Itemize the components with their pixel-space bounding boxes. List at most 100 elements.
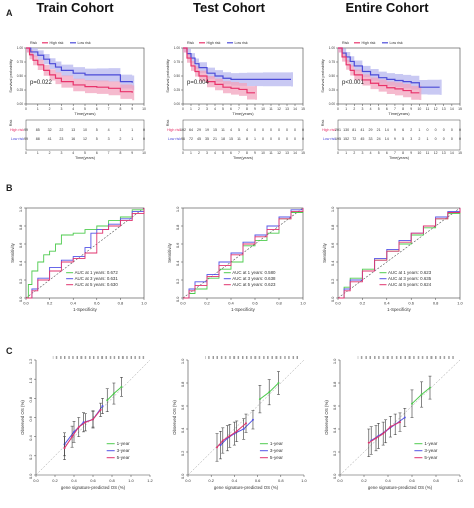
- km-risk-cell: 88: [36, 137, 40, 141]
- km-xtick-label: 15: [458, 107, 462, 111]
- roc-ytick-label: 0.0: [175, 296, 180, 302]
- cal-xtick-label: 1.0: [457, 478, 463, 483]
- km-risk-cell: 2: [418, 137, 420, 141]
- km-risk-cell: 2: [410, 128, 412, 132]
- roc-plot-frame: [337, 207, 461, 299]
- cal-ytick-label: 0.2: [28, 454, 33, 460]
- cal-legend-label-3: 5-year: [424, 455, 437, 460]
- km-ytick-label: 0.75: [174, 60, 180, 64]
- roc-xaxis-label: 1-Specificity: [73, 307, 97, 312]
- km-ytick-label: 0.75: [329, 60, 335, 64]
- cal-xaxis-label: gene signature-predicted OS (%): [368, 485, 433, 490]
- cal-point: [382, 432, 385, 435]
- km-risk-xtick-label: 7: [394, 151, 396, 155]
- km-pvalue: p=0.004: [187, 80, 210, 86]
- km-risk-table-title: Risk: [166, 119, 170, 126]
- roc-curve-3: [183, 208, 304, 299]
- cal-xtick-label: 0.6: [409, 478, 415, 483]
- km-xtick-label: 6: [230, 107, 232, 111]
- km-xtick-label: 5: [222, 107, 224, 111]
- km-risk-cell: 0: [286, 128, 288, 132]
- km-risk-cell: 1: [119, 128, 121, 132]
- km-risk-cell: 0: [451, 128, 453, 132]
- km-risk-cell: 0: [435, 128, 437, 132]
- roc-xtick-label: 0.0: [23, 301, 29, 306]
- km-risk-xaxis-label: Time(years): [389, 156, 410, 160]
- roc-yaxis-label: Sensitivity: [10, 242, 15, 263]
- km-legend-title: Risk: [30, 41, 37, 45]
- km-risk-table-frame: [25, 119, 145, 151]
- km-risk-row-label: Low risk: [168, 137, 181, 141]
- km-risk-cell: 41: [48, 137, 52, 141]
- km-xtick-label: 7: [238, 107, 240, 111]
- roc-legend-label-2: AUC at 3 years: 0.631: [75, 276, 119, 281]
- cal-ytick-label: 0.0: [180, 473, 185, 479]
- roc-ytick-label: 0.8: [330, 224, 335, 230]
- km-risk-xtick-label: 12: [277, 151, 281, 155]
- cal-xaxis-label: gene signature-predicted OS (%): [61, 485, 126, 490]
- cal-xtick-label: 0.0: [337, 478, 343, 483]
- km-risk-xtick-label: 2: [49, 151, 51, 155]
- km-ytick-label: 0.25: [329, 88, 335, 92]
- km-ytick-label: 0.00: [174, 102, 180, 106]
- km-risk-xtick-label: 10: [417, 151, 421, 155]
- cal-legend-label-1: 1-year: [117, 441, 130, 446]
- km-legend-label-high: High risk: [50, 41, 64, 45]
- roc-xtick-label: 0.2: [204, 301, 210, 306]
- km-risk-cell: 0: [286, 137, 288, 141]
- km-xtick-label: 2: [49, 107, 51, 111]
- cal-xtick-label: 0.0: [33, 478, 39, 483]
- km-risk-cell: 6: [402, 128, 404, 132]
- cal-ytick-label: 0.4: [180, 427, 185, 433]
- km-risk-cell: 152: [343, 137, 349, 141]
- km-risk-cell: 14: [385, 137, 389, 141]
- roc-ytick-label: 0.4: [18, 260, 23, 266]
- roc-legend-label-3: AUC at 5 years: 0.624: [388, 282, 432, 287]
- roc-plot-frame: [25, 207, 145, 299]
- roc-legend-label-2: AUC at 3 years: 0.635: [388, 276, 432, 281]
- km-risk-xtick-label: 10: [142, 151, 146, 155]
- cal-curve-3: [64, 409, 101, 449]
- cal-xtick-label: 0.2: [52, 478, 58, 483]
- km-risk-cell: 2: [119, 137, 121, 141]
- km-risk-row-label: Low risk: [323, 137, 336, 141]
- km-risk-xtick-label: 5: [84, 151, 86, 155]
- roc-xtick-label: 0.8: [276, 301, 282, 306]
- km-risk-xtick-label: 5: [222, 151, 224, 155]
- km-ytick-label: 0.75: [17, 60, 23, 64]
- km-risk-cell: 24: [377, 137, 381, 141]
- km-risk-xtick-label: 15: [301, 151, 305, 155]
- roc-curve-2: [26, 208, 145, 299]
- km-risk-cell: 14: [385, 128, 389, 132]
- km-ytick-label: 0.50: [17, 74, 23, 78]
- km-risk-xtick-label: 15: [458, 151, 462, 155]
- cal-point: [77, 426, 80, 429]
- km-risk-xtick-label: 1: [37, 151, 39, 155]
- km-risk-xtick-label: 4: [370, 151, 372, 155]
- km-xtick-label: 11: [426, 107, 430, 111]
- km-risk-xtick-label: 3: [206, 151, 208, 155]
- cal-xtick-label: 0.8: [433, 478, 439, 483]
- km-xtick-label: 3: [361, 107, 363, 111]
- km-xtick-label: 5: [378, 107, 380, 111]
- cal-ytick-label: 0.0: [332, 473, 337, 479]
- roc-yaxis-label: Sensitivity: [322, 242, 327, 263]
- cal-point: [403, 416, 406, 419]
- km-ytick-label: 0.50: [329, 74, 335, 78]
- km-risk-xtick-label: 14: [293, 151, 297, 155]
- cal-ytick-label: 0.6: [332, 404, 337, 410]
- km-xtick-label: 15: [301, 107, 305, 111]
- km-xtick-label: 2: [198, 107, 200, 111]
- km-risk-cell: 0: [294, 128, 296, 132]
- roc-xtick-label: 0.0: [335, 301, 341, 306]
- roc-ytick-label: 0.6: [18, 242, 23, 248]
- km-risk-cell: 21: [377, 128, 381, 132]
- cal-ytick-label: 0.4: [28, 435, 33, 441]
- km-risk-xtick-label: 2: [353, 151, 355, 155]
- cal-point: [120, 385, 123, 388]
- cal-point: [420, 393, 423, 396]
- km-risk-cell: 16: [71, 137, 75, 141]
- km-risk-row-label: Low risk: [11, 137, 24, 141]
- cal-xtick-label: 0.6: [255, 478, 261, 483]
